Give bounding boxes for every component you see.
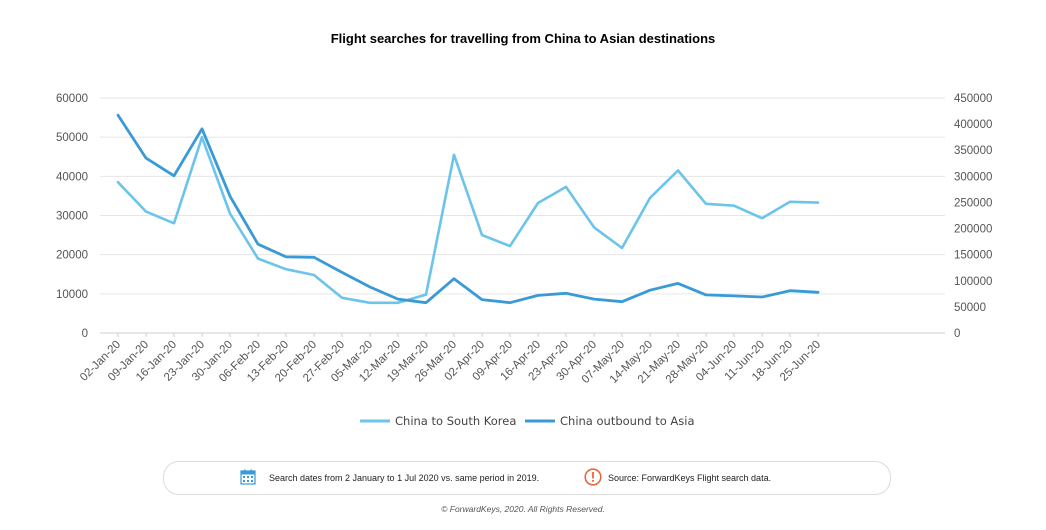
left-tick-label: 20000 bbox=[56, 250, 88, 262]
calendar-icon bbox=[240, 469, 256, 485]
legend: China to South Korea China outbound to As… bbox=[360, 414, 695, 428]
search-dates-note: Search dates from 2 January to 1 Jul 202… bbox=[269, 473, 540, 483]
exclamation-circle-icon bbox=[584, 468, 602, 486]
right-tick-label: 250000 bbox=[954, 197, 992, 209]
series-lines bbox=[116, 113, 820, 305]
right-tick-label: 450000 bbox=[954, 93, 992, 105]
right-tick-label: 50000 bbox=[954, 302, 986, 314]
right-tick-label: 200000 bbox=[954, 224, 992, 236]
left-tick-label: 40000 bbox=[56, 171, 88, 183]
series-line-1 bbox=[116, 135, 820, 305]
right-tick-label: 300000 bbox=[954, 171, 992, 183]
right-tick-label: 400000 bbox=[954, 119, 992, 131]
right-tick-label: 350000 bbox=[954, 145, 992, 157]
series-line-2 bbox=[116, 113, 820, 305]
source-note: Source: ForwardKeys Flight search data. bbox=[608, 473, 772, 483]
right-tick-label: 0 bbox=[954, 328, 960, 340]
left-tick-label: 60000 bbox=[56, 93, 88, 105]
left-tick-label: 50000 bbox=[56, 132, 88, 144]
right-tick-label: 150000 bbox=[954, 250, 992, 262]
grid-lines bbox=[100, 97, 945, 334]
right-axis-ticks: 0 50000 100000 150000 200000 250000 300000 3500… bbox=[954, 93, 992, 340]
legend-label: China outbound to Asia bbox=[560, 414, 695, 428]
legend-label: China to South Korea bbox=[395, 414, 516, 428]
left-tick-label: 30000 bbox=[56, 211, 88, 223]
x-axis-ticks: 02-Jan-2009-Jan-2016-Jan-2023-Jan-2030-J… bbox=[78, 333, 823, 386]
footer-info-box: Search dates from 2 January to 1 Jul 202… bbox=[163, 461, 891, 495]
copyright: © ForwardKeys, 2020. All Rights Reserved… bbox=[441, 504, 605, 514]
left-tick-label: 0 bbox=[82, 328, 88, 340]
left-axis-ticks: 0 10000 20000 30000 40000 50000 60000 bbox=[56, 93, 88, 340]
chart-title: Flight searches for travelling from Chin… bbox=[330, 31, 716, 46]
line-chart: 0 10000 20000 30000 40000 50000 60000 0 50000 10… bbox=[56, 93, 992, 428]
left-tick-label: 10000 bbox=[56, 289, 88, 301]
right-tick-label: 100000 bbox=[954, 276, 992, 288]
